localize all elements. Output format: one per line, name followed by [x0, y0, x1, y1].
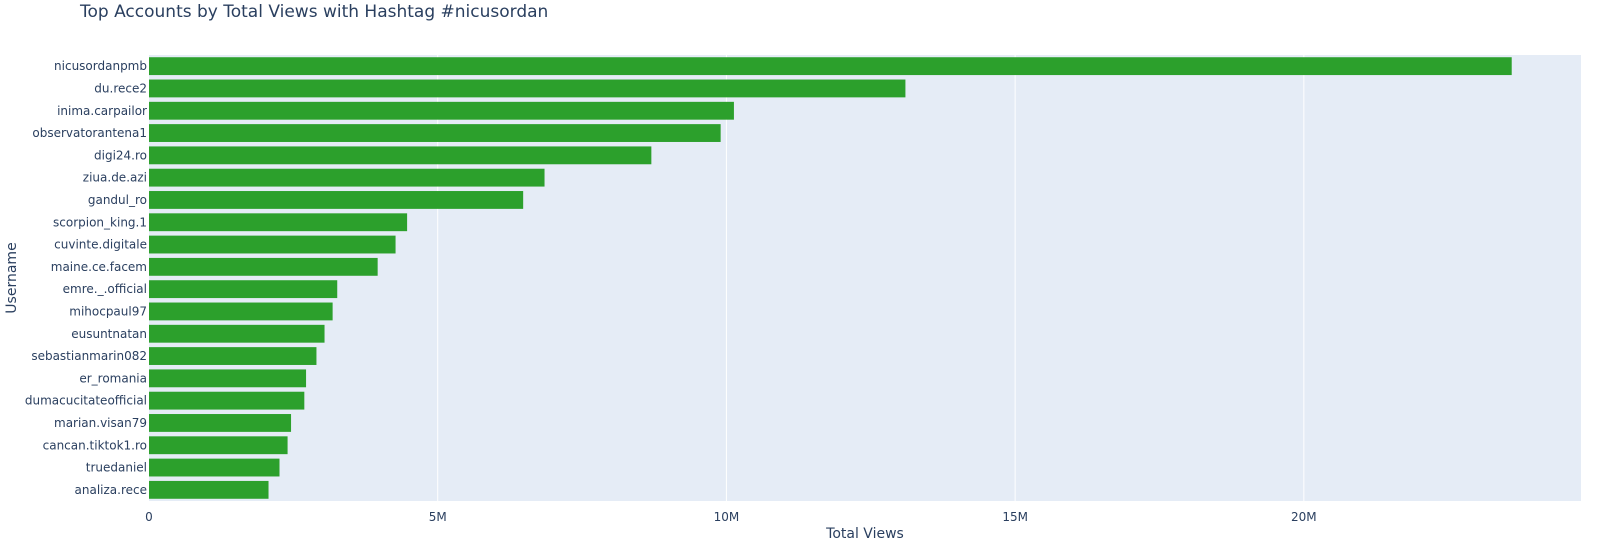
y-tick-label: nicusordanpmb — [54, 59, 147, 73]
y-tick-label: cancan.tiktok1.ro — [43, 438, 147, 452]
bar-ziua.de.azi — [149, 168, 545, 187]
gridlines — [437, 55, 1305, 501]
bar-eusuntnatan — [149, 324, 325, 343]
y-tick-label: du.rece2 — [94, 81, 147, 95]
bar-er_romania — [149, 369, 307, 388]
y-tick-label: maine.ce.facem — [51, 260, 147, 274]
x-axis-ticks: 0 5M 10M 15M 20M — [145, 510, 1316, 524]
y-tick-label: observatorantena1 — [32, 126, 147, 140]
bar-truedaniel — [149, 458, 280, 477]
bar-sebastianmarin082 — [149, 347, 317, 365]
y-tick-label: er_romania — [79, 371, 147, 385]
y-tick-label: inima.carpailor — [57, 104, 147, 118]
chart-title: Top Accounts by Total Views with Hashtag… — [79, 2, 548, 22]
bar-cancan.tiktok1.ro — [149, 436, 288, 455]
y-tick-label: emre._.official — [63, 282, 147, 296]
y-tick-label: cuvinte.digitale — [54, 238, 147, 252]
bar-gandul_ro — [149, 191, 524, 209]
bar-analiza.rece — [149, 480, 269, 499]
bar-emre._.official — [149, 280, 338, 299]
bar-scorpion_king.1 — [149, 213, 408, 232]
x-axis-title: Total Views — [825, 526, 904, 542]
y-tick-label: scorpion_king.1 — [53, 215, 147, 229]
x-tick-label: 15M — [1002, 510, 1028, 524]
plot-area — [149, 55, 1581, 501]
bar-digi24.ro — [149, 146, 652, 165]
y-tick-label: digi24.ro — [94, 148, 147, 162]
x-tick-label: 0 — [145, 510, 153, 524]
y-tick-label: eusuntnatan — [71, 327, 147, 341]
y-tick-label: dumacucitateofficial — [25, 394, 147, 408]
y-tick-label: ziua.de.azi — [83, 171, 147, 185]
x-tick-label: 5M — [429, 510, 447, 524]
y-axis-ticks: nicusordanpmb du.rece2 inima.carpailor obse… — [25, 59, 147, 497]
y-tick-label: marian.visan79 — [54, 416, 147, 430]
bar-inima.carpailor — [149, 101, 734, 120]
y-tick-label: gandul_ro — [88, 193, 147, 207]
y-axis-title: Username — [4, 242, 20, 313]
bar-cuvinte.digitale — [149, 235, 396, 254]
y-tick-label: sebastianmarin082 — [31, 349, 147, 363]
bar-dumacucitateofficial — [149, 391, 305, 410]
y-tick-label: mihocpaul97 — [69, 304, 147, 318]
bar-marian.visan79 — [149, 414, 292, 432]
bar-nicusordanpmb — [149, 57, 1512, 76]
bar-maine.ce.facem — [149, 257, 378, 276]
y-tick-label: analiza.rece — [75, 483, 147, 497]
bar-observatorantena1 — [149, 124, 721, 142]
bar-mihocpaul97 — [149, 302, 333, 321]
bar-du.rece2 — [149, 79, 906, 98]
y-tick-label: truedaniel — [86, 461, 147, 475]
x-tick-label: 10M — [714, 510, 740, 524]
x-tick-label: 20M — [1291, 510, 1317, 524]
bars — [149, 57, 1512, 499]
